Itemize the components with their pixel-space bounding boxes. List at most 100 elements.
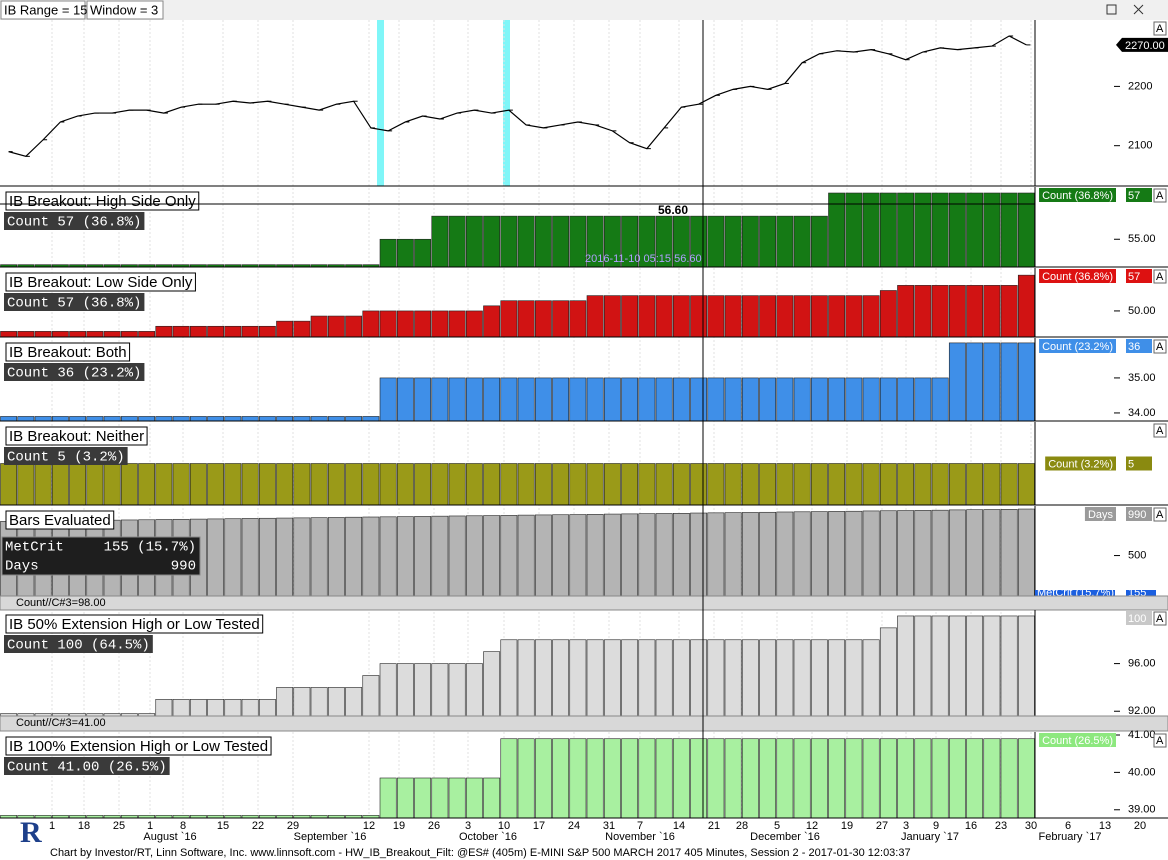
x-day-label: 8 (180, 820, 186, 832)
value-tag (1039, 188, 1116, 202)
bar (172, 699, 190, 717)
status-text: Count//C#3=41.00 (16, 717, 106, 729)
bar (741, 738, 759, 819)
panel-title: IB 100% Extension High or Low Tested (9, 738, 268, 755)
bar (327, 416, 345, 422)
bar (828, 511, 846, 597)
bar (828, 738, 846, 819)
bar (966, 738, 984, 819)
close-button[interactable] (1133, 4, 1144, 15)
bar (345, 315, 363, 338)
autoscale-button[interactable] (1153, 611, 1167, 626)
bar (741, 295, 759, 338)
bar (638, 463, 656, 506)
autoscale-button[interactable] (1153, 21, 1167, 36)
bar (517, 463, 535, 506)
autoscale-button[interactable]: A (1156, 23, 1164, 35)
highlight-column (503, 20, 510, 186)
bar (276, 320, 294, 338)
bar (155, 463, 173, 506)
autoscale-button[interactable]: A (1156, 735, 1164, 747)
autoscale-button[interactable] (1153, 423, 1167, 438)
bar (724, 639, 742, 717)
value-tag (1126, 611, 1152, 625)
bar (552, 215, 570, 268)
autoscale-button[interactable] (1153, 269, 1167, 284)
bar (465, 463, 483, 506)
bar (897, 615, 915, 717)
bar (707, 377, 725, 422)
bar (621, 295, 639, 338)
panel-title: IB Breakout: Neither (9, 428, 144, 445)
x-month-label: January `17 (901, 831, 959, 843)
bar (414, 377, 432, 422)
bar (879, 738, 897, 819)
bar (586, 463, 604, 506)
x-day-label: 3 (903, 820, 909, 832)
bar (379, 310, 397, 338)
x-day-label: 17 (533, 820, 545, 832)
bar (793, 738, 811, 819)
bar (569, 639, 587, 717)
bar (552, 463, 570, 506)
bar (120, 331, 138, 338)
bar (603, 639, 621, 717)
value-tag (1126, 590, 1156, 596)
bar (810, 215, 828, 268)
autoscale-button[interactable]: A (1156, 613, 1164, 625)
bar (983, 738, 1001, 819)
autoscale-button[interactable] (1153, 339, 1167, 354)
bar (138, 463, 156, 506)
bar (103, 416, 121, 422)
bar (845, 738, 863, 819)
y-tick-label: 35.00 (1128, 372, 1156, 384)
autoscale-button[interactable]: A (1156, 425, 1164, 437)
right-axis-area (1035, 20, 1168, 820)
bar (448, 777, 466, 819)
bar (931, 615, 949, 717)
bar (621, 463, 639, 506)
bar (776, 511, 794, 597)
bar (1000, 285, 1018, 338)
bar (1017, 463, 1035, 506)
bar (552, 377, 570, 422)
bar (862, 510, 880, 597)
bar (17, 416, 35, 422)
bar (293, 320, 311, 338)
bar (845, 463, 863, 506)
autoscale-button[interactable]: A (1156, 190, 1164, 202)
bar (258, 463, 276, 506)
label-box (5, 426, 148, 446)
x-day-label: 19 (841, 820, 853, 832)
bar (155, 325, 173, 338)
autoscale-button[interactable]: A (1156, 341, 1164, 353)
autoscale-button[interactable]: A (1156, 271, 1164, 283)
autoscale-button[interactable] (1153, 188, 1167, 203)
bar (414, 663, 432, 717)
x-day-label: 20 (1134, 820, 1146, 832)
bar (517, 639, 535, 717)
autoscale-button[interactable] (1153, 733, 1167, 748)
value-tag (1126, 269, 1152, 283)
label-box (5, 191, 200, 211)
bar (707, 639, 725, 717)
bar (465, 215, 483, 268)
bar (431, 515, 449, 597)
x-month-label: August `16 (143, 831, 196, 843)
autoscale-button[interactable]: A (1156, 509, 1164, 521)
bar (1017, 508, 1035, 597)
restore-button[interactable] (1106, 4, 1117, 15)
autoscale-button[interactable] (1153, 507, 1167, 522)
x-day-label: 23 (995, 820, 1007, 832)
value-tag (1039, 733, 1116, 747)
bar (448, 463, 466, 506)
x-month-label: December `16 (750, 831, 820, 843)
bar (638, 295, 656, 338)
x-day-label: 21 (708, 820, 720, 832)
last-price-label: 2270.00 (1125, 40, 1165, 52)
bar (793, 295, 811, 338)
bar (465, 515, 483, 597)
bar (690, 639, 708, 717)
x-day-label: 19 (393, 820, 405, 832)
bar (0, 416, 18, 422)
